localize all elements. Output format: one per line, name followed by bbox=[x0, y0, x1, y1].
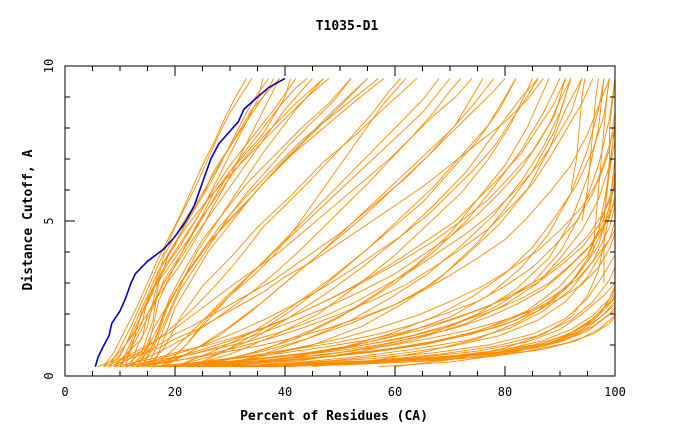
series-line bbox=[169, 196, 616, 368]
series-line bbox=[130, 78, 379, 368]
series-line bbox=[180, 78, 616, 368]
series-line bbox=[103, 78, 247, 367]
series-line bbox=[141, 78, 385, 367]
series-line bbox=[108, 78, 269, 367]
x-tick-label: 0 bbox=[61, 385, 68, 399]
series-line bbox=[169, 78, 539, 368]
series-line bbox=[103, 78, 280, 368]
series-line bbox=[191, 78, 517, 368]
series-line bbox=[163, 112, 616, 368]
x-axis-label: Percent of Residues (CA) bbox=[240, 409, 428, 424]
x-tick-label: 40 bbox=[278, 385, 292, 399]
series-line bbox=[125, 78, 539, 368]
series-line bbox=[229, 267, 616, 368]
y-tick-label: 10 bbox=[42, 59, 56, 73]
series-line bbox=[136, 78, 308, 367]
series-line bbox=[592, 78, 610, 253]
series-line bbox=[229, 78, 610, 368]
y-tick-label: 5 bbox=[42, 217, 56, 224]
series-line bbox=[158, 233, 616, 368]
series-line bbox=[114, 78, 401, 368]
series-line-highlight bbox=[94, 77, 286, 367]
x-tick-label: 20 bbox=[168, 385, 182, 399]
series-line bbox=[218, 205, 616, 368]
series-line bbox=[114, 78, 313, 367]
series-line bbox=[136, 78, 368, 367]
series-line bbox=[235, 288, 616, 368]
series-line bbox=[603, 78, 616, 283]
series-layer bbox=[94, 77, 616, 368]
series-line bbox=[152, 78, 451, 368]
series-line bbox=[152, 183, 616, 368]
series-line bbox=[224, 254, 616, 368]
series-line bbox=[394, 177, 616, 368]
series-line bbox=[196, 78, 550, 368]
series-line bbox=[163, 78, 484, 368]
y-axis-label: Distance Cutoff, A bbox=[21, 149, 36, 290]
series-line bbox=[158, 78, 495, 368]
series-line bbox=[284, 292, 616, 368]
series-line bbox=[141, 78, 594, 368]
series-line bbox=[581, 78, 599, 222]
series-line bbox=[312, 78, 616, 368]
x-tick-label: 100 bbox=[604, 385, 626, 399]
series-line bbox=[114, 78, 566, 368]
series-line bbox=[119, 78, 324, 367]
series-line bbox=[202, 230, 616, 368]
x-tick-label: 80 bbox=[498, 385, 512, 399]
y-tick-label: 0 bbox=[42, 372, 56, 379]
series-line bbox=[125, 78, 462, 368]
x-tick-label: 60 bbox=[388, 385, 402, 399]
series-line bbox=[378, 295, 616, 368]
axis-ticks: 0 20 40 60 80 100 0 5 10 bbox=[42, 59, 626, 399]
series-line bbox=[97, 78, 506, 368]
series-line bbox=[163, 78, 440, 368]
series-line bbox=[196, 78, 616, 368]
series-line bbox=[180, 78, 561, 368]
series-line bbox=[240, 78, 616, 368]
series-line bbox=[130, 78, 264, 367]
plot-frame bbox=[64, 65, 616, 377]
series-line bbox=[147, 78, 352, 367]
series-line bbox=[136, 78, 610, 368]
series-line bbox=[130, 78, 352, 367]
series-line bbox=[130, 78, 566, 368]
series-line bbox=[262, 315, 616, 368]
series-line bbox=[108, 78, 253, 367]
series-line bbox=[174, 78, 583, 368]
chart-title: T1035-D1 bbox=[316, 19, 379, 34]
series-line bbox=[174, 220, 616, 368]
series-line bbox=[218, 78, 572, 368]
series-line bbox=[152, 78, 368, 367]
series-line bbox=[147, 78, 418, 367]
series-line bbox=[125, 78, 330, 368]
series-line bbox=[147, 127, 616, 368]
series-line bbox=[141, 78, 324, 367]
series-line bbox=[136, 78, 572, 368]
series-line bbox=[570, 78, 586, 191]
